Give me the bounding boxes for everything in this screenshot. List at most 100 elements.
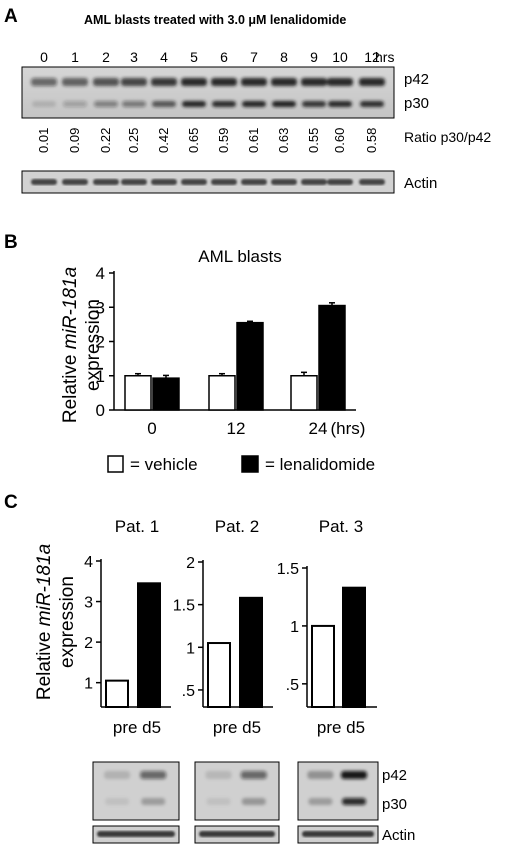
legend-label-lenalidomide: = lenalidomide [265,455,375,474]
band-p42 [205,771,232,779]
blot-actin-a [21,170,395,194]
patient-chart-title: Pat. 3 [319,517,363,536]
time-unit-label: hrs [375,49,394,65]
band-p30 [302,101,326,107]
ratio-values: 0.01 0.09 0.22 0.25 0.42 0.65 0.59 0.61 0.63 0.55… [36,128,379,153]
band-p42 [104,771,131,779]
patient-chart-title: Pat. 1 [115,517,159,536]
band-label-p42-c: p42 [382,767,407,784]
band-actin [301,179,327,185]
band-p30 [206,798,231,805]
band-actin [241,179,267,185]
band-actin [62,179,88,185]
ratio-label: Ratio p30/p42 [404,129,491,145]
legend-label-vehicle: = vehicle [130,455,198,474]
band-p30 [32,101,56,107]
y-tick-label: 1 [290,619,299,636]
ratio-value: 0.60 [332,128,347,153]
timepoint-label: 0 [40,49,48,65]
bar-lenalidomide [318,304,346,411]
bar-d5 [342,586,366,708]
legend-swatch-lenalidomide [241,455,259,473]
band-actin [211,179,237,185]
chart-b: AML blasts Relative miR-181a expression 0 12… [60,247,375,474]
band-actin [121,179,147,185]
bar-pre [311,624,335,709]
chart-b-ylabel-line2: expression [83,299,104,391]
blot-frame [92,761,180,821]
bar-lenalidomide [236,321,264,411]
x-tick-labels: pre d5 [317,718,365,737]
x-tick-labels: pre d5 [213,718,261,737]
band-p42 [241,78,267,86]
y-tick-label: 3 [96,298,105,317]
band-actin [327,179,353,185]
bar-lenalidomide [152,377,180,411]
band-p30 [94,101,118,107]
band-label-actin-c: Actin [382,827,415,844]
timepoint-label: 3 [130,49,138,65]
chart-b-ylabel: Relative miR-181a [60,267,81,423]
band-actin [271,179,297,185]
timepoint-label: 9 [310,49,318,65]
y-tick-label: 4 [84,554,93,571]
ratio-value: 0.65 [186,128,201,153]
timepoint-label: 10 [332,49,348,65]
band-actin [181,179,207,185]
y-tick-label: 3 [84,595,93,612]
patient-blot [92,761,180,844]
ratio-value: 0.25 [126,128,141,153]
band-p30 [63,101,87,107]
y-tick-label: .5 [286,677,299,694]
x-tick-label: 0 [147,419,156,438]
band-p42 [327,78,353,86]
band-p30 [241,798,266,805]
y-tick-label: 2 [186,555,195,572]
band-p30 [342,798,366,805]
y-tick-label: 1.5 [173,598,195,615]
chart-c: Relative miR-181a expression Pat. 1 1 2 3 4 pre… [34,517,377,737]
band-p30 [360,101,384,107]
band-actin [97,831,175,837]
panel-a-letter: A [4,6,18,27]
band-p30 [152,101,176,107]
patient-chart: Pat. 3 .5 1 1.5 pre d5 [277,517,377,737]
band-p42 [211,78,237,86]
ratio-value: 0.42 [156,128,171,153]
x-unit-label: (hrs) [331,419,366,438]
band-p42 [301,78,327,86]
patient-blot [194,761,280,844]
y-tick-label: 0 [96,401,105,420]
y-tick-label: 1 [186,640,195,657]
blot-frame [297,761,379,821]
blot-frame [194,761,280,821]
band-p30 [105,798,130,805]
x-tick-label: 12 [227,419,246,438]
band-label-p42: p42 [404,71,429,88]
ratio-value: 0.22 [98,128,113,153]
band-p30 [141,798,166,805]
bar-d5 [137,582,161,708]
band-p30 [182,101,206,107]
band-p42 [359,78,385,86]
blot-p42-p30 [21,66,395,119]
band-actin [302,831,374,837]
timepoint-label: 5 [190,49,198,65]
chart-c-ylabel: Relative miR-181a [34,544,55,700]
band-actin [31,179,57,185]
patient-chart: Pat. 2 .5 1 1.5 2 pre d5 [173,517,273,737]
ratio-value: 0.09 [67,128,82,153]
timepoint-label: 2 [102,49,110,65]
patient-chart: Pat. 1 1 2 3 4 pre d5 [84,517,171,737]
band-p30 [308,798,333,805]
legend: = vehicle = lenalidomide [107,455,375,474]
ratio-value: 0.58 [364,128,379,153]
x-tick-labels: pre d5 [113,718,161,737]
band-p42 [151,78,177,86]
band-p42 [31,78,57,86]
band-actin [199,831,275,837]
patient-blot [297,761,379,844]
chart-b-title: AML blasts [198,247,281,266]
bar-vehicle [208,375,236,411]
y-tick-label: 4 [96,264,105,283]
